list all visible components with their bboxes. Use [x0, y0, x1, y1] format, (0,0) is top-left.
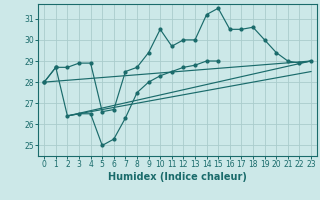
X-axis label: Humidex (Indice chaleur): Humidex (Indice chaleur) [108, 172, 247, 182]
